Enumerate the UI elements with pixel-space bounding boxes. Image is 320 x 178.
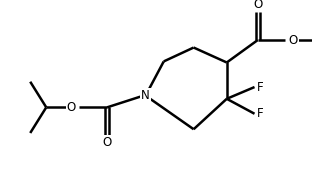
Text: O: O (253, 0, 262, 11)
Text: F: F (257, 107, 263, 120)
Text: O: O (66, 101, 76, 114)
Text: O: O (102, 136, 112, 149)
Text: O: O (289, 34, 298, 47)
Text: F: F (257, 81, 263, 94)
Text: N: N (141, 89, 150, 102)
